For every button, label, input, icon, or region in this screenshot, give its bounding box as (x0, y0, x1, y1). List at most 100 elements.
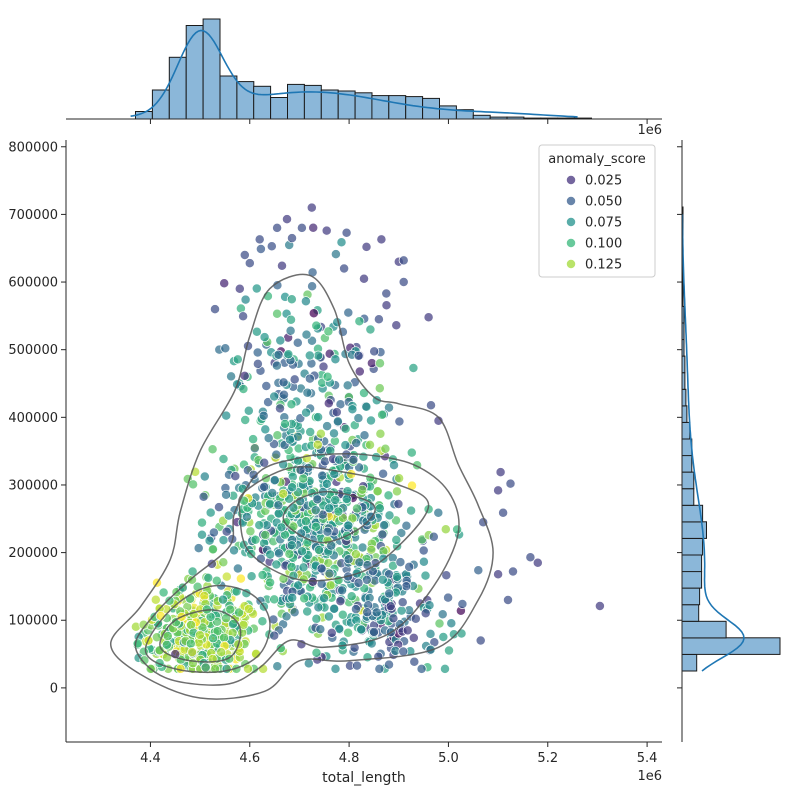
scatter-point (311, 613, 322, 624)
scatter-point (311, 521, 321, 532)
scatter-point (424, 600, 435, 611)
scatter-point (346, 591, 357, 602)
scatter-point (406, 505, 417, 516)
scatter-point (210, 663, 221, 674)
legend-label: 0.075 (585, 216, 622, 231)
scatter-point (298, 473, 309, 484)
scatter-point (307, 281, 318, 292)
scatter-point (389, 460, 399, 471)
scatter-point (384, 588, 395, 599)
scatter-point (505, 478, 516, 489)
x-tick-label: 4.6 (239, 751, 260, 766)
scatter-point (337, 585, 348, 596)
scatter-point (322, 421, 333, 432)
right-histogram-bar (681, 554, 703, 573)
scatter-point (493, 485, 504, 496)
scatter-point (373, 314, 384, 325)
scatter-point (240, 415, 251, 425)
scatter-point (220, 343, 231, 354)
scatter-point (230, 471, 241, 482)
scatter-point (132, 638, 143, 649)
top-histogram-bar (439, 105, 457, 120)
scatter-point (457, 599, 468, 609)
scatter-point (343, 554, 354, 565)
scatter-point (293, 580, 304, 591)
scatter-point (214, 502, 224, 513)
scatter-point (396, 528, 407, 538)
scatter-point (235, 573, 246, 584)
right-histogram-bar (681, 471, 695, 490)
scatter-point (392, 486, 402, 497)
legend-marker (566, 217, 576, 227)
scatter-point (410, 613, 421, 624)
scatter-point (433, 507, 444, 518)
scatter-point (394, 416, 405, 427)
legend-marker (566, 196, 576, 206)
scatter-point (398, 646, 409, 657)
scatter-point (336, 237, 347, 248)
scatter-point (347, 404, 358, 415)
scatter-point (404, 561, 415, 572)
scatter-point (273, 349, 284, 360)
top-offset-label: 1e6 (637, 123, 662, 138)
scatter-point (306, 358, 317, 369)
density-contour (159, 609, 242, 663)
density-contour (144, 584, 271, 674)
scatter-point (396, 605, 407, 616)
legend-marker (566, 259, 576, 269)
scatter-point (354, 366, 365, 377)
scatter-point (354, 316, 365, 327)
scatter-point (392, 571, 402, 582)
scatter-point (308, 308, 319, 319)
scatter-point (408, 632, 419, 643)
scatter-point (240, 294, 251, 305)
scatter-point (423, 312, 434, 323)
y-tick-label: 700000 (8, 208, 58, 223)
scatter-point (473, 565, 484, 576)
scatter-point (409, 656, 420, 667)
scatter-point (273, 508, 284, 519)
scatter-point (276, 522, 287, 533)
scatter-point (238, 311, 249, 322)
scatter-point (203, 572, 214, 583)
right-kde-curve (681, 214, 745, 672)
scatter-point (248, 469, 259, 480)
scatter-point (385, 601, 396, 612)
scatter-point (271, 449, 282, 460)
scatter-point (216, 647, 227, 658)
scatter-point (325, 580, 336, 591)
scatter-point (322, 526, 333, 537)
density-contour (282, 490, 376, 544)
scatter-point (280, 418, 290, 429)
scatter-point (312, 494, 323, 505)
scatter-point (272, 430, 283, 441)
right-histogram-bar (681, 405, 688, 423)
legend-label: 0.100 (585, 237, 622, 252)
scatter-point (313, 602, 324, 613)
scatter-point (265, 498, 276, 509)
legend-label: 0.025 (585, 174, 622, 189)
scatter-point (187, 647, 198, 658)
scatter-point (272, 308, 283, 319)
x-tick-label: 4.8 (339, 751, 360, 766)
scatter-point (258, 410, 269, 421)
scatter-point (401, 520, 412, 531)
top-histogram-bar (405, 96, 424, 120)
scatter-point (329, 603, 340, 614)
scatter-point (221, 663, 232, 674)
scatter-point (248, 434, 259, 445)
scatter-point (219, 632, 230, 643)
top-histogram-bar (219, 75, 238, 120)
scatter-point (353, 577, 364, 588)
scatter-point (418, 545, 429, 556)
scatter-point (366, 415, 376, 426)
scatter-point (245, 526, 256, 537)
scatter-point (259, 457, 270, 468)
scatter-point (187, 574, 197, 585)
scatter-point (275, 403, 285, 414)
legend-title: anomaly_score (548, 152, 646, 167)
scatter-point (223, 510, 234, 521)
scatter-point (177, 582, 188, 593)
scatter-point (207, 544, 218, 555)
scatter-point (443, 592, 454, 603)
